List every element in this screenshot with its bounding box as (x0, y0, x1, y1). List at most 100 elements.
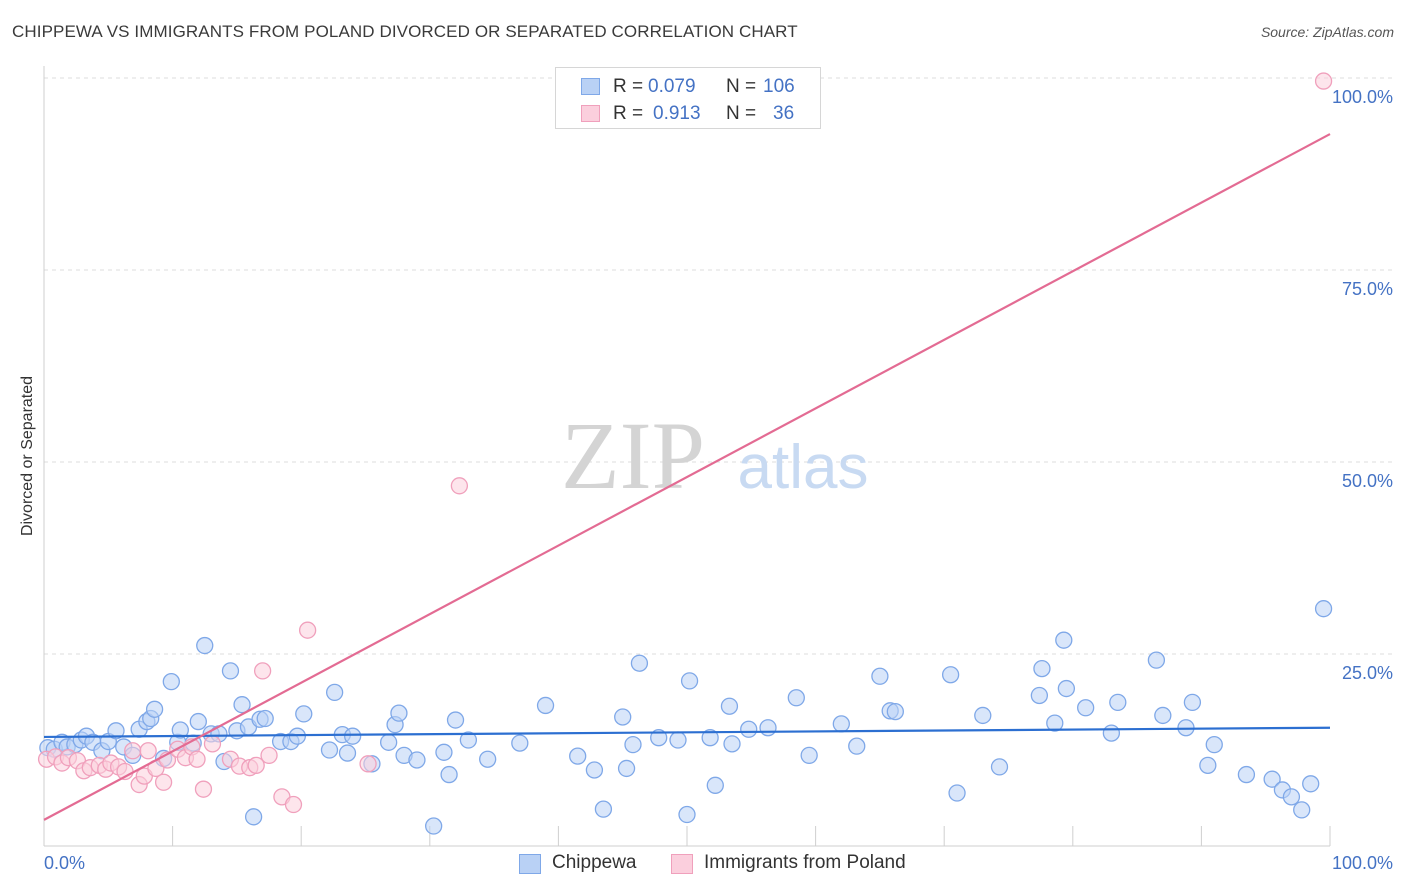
legend-swatch-poland (671, 854, 693, 874)
legend-label-chippewa: Chippewa (552, 852, 637, 873)
point-chippewa (624, 735, 642, 754)
x-tick-label: 0.0% (44, 853, 85, 873)
point-chippewa (440, 765, 458, 784)
point-poland (203, 735, 222, 753)
n-label: N = (726, 103, 757, 124)
point-poland (1314, 72, 1333, 90)
trend-lines (43, 133, 1331, 821)
r-label: R = (613, 103, 644, 124)
trend-line-poland (43, 133, 1331, 821)
point-chippewa (759, 719, 777, 737)
point-chippewa (832, 715, 850, 733)
legend-label-poland: Immigrants from Poland (704, 852, 906, 873)
point-chippewa (511, 734, 529, 752)
y-axis-label: Divorced or Separated (19, 375, 36, 537)
legend-swatch-poland (581, 105, 600, 122)
trend-line-chippewa (43, 726, 1331, 739)
y-tick-label: 50.0% (1342, 471, 1393, 491)
data-points (37, 72, 1333, 835)
point-chippewa (233, 696, 251, 714)
point-chippewa (1109, 693, 1127, 712)
point-chippewa (871, 667, 889, 685)
r-value: 0.079 (648, 76, 696, 97)
point-chippewa (1199, 756, 1217, 775)
point-chippewa (706, 776, 724, 794)
point-chippewa (614, 708, 632, 726)
point-chippewa (990, 758, 1009, 776)
y-tick-label: 75.0% (1342, 279, 1393, 299)
point-chippewa (459, 731, 478, 749)
point-chippewa (425, 817, 443, 835)
n-label: N = (726, 76, 757, 97)
point-chippewa (536, 696, 555, 715)
point-chippewa (680, 672, 699, 690)
y-tick-label: 100.0% (1332, 87, 1393, 107)
point-chippewa (107, 722, 125, 740)
source-label: Source: ZipAtlas.com (1260, 24, 1394, 40)
axes (43, 66, 1331, 847)
point-chippewa (162, 672, 180, 691)
point-chippewa (196, 636, 214, 655)
x-tick-label: 100.0% (1332, 853, 1393, 873)
point-chippewa (379, 733, 398, 751)
point-chippewa (446, 711, 465, 729)
point-poland (284, 795, 303, 814)
point-poland (253, 662, 272, 680)
point-chippewa (723, 735, 741, 753)
tick-labels: 25.0% 50.0% 75.0% 100.0% 0.0% 100.0% (44, 87, 1393, 873)
point-chippewa (669, 731, 687, 749)
point-chippewa (886, 702, 904, 721)
point-chippewa (1055, 631, 1073, 649)
n-value: 106 (763, 76, 795, 97)
point-chippewa (479, 750, 497, 768)
point-chippewa (701, 729, 719, 747)
series-legend: Chippewa Immigrants from Poland (0, 852, 1406, 878)
point-poland (124, 742, 142, 760)
watermark-zip: ZIP (561, 402, 705, 509)
point-chippewa (1314, 600, 1333, 618)
point-chippewa (1154, 706, 1172, 725)
point-poland (188, 750, 206, 768)
y-tick-label: 25.0% (1342, 663, 1393, 683)
point-chippewa (1057, 679, 1076, 698)
point-chippewa (650, 729, 668, 747)
point-chippewa (630, 654, 649, 672)
point-poland (139, 742, 157, 760)
legend-row-chippewa: R = 0.079 N = 106 (556, 74, 820, 100)
point-chippewa (1205, 735, 1223, 754)
grid-lines (44, 77, 1395, 655)
point-chippewa (720, 697, 739, 715)
point-chippewa (1282, 788, 1301, 806)
point-chippewa (256, 709, 274, 728)
point-chippewa (678, 805, 696, 824)
point-chippewa (1077, 699, 1095, 717)
point-chippewa (1293, 801, 1311, 819)
point-chippewa (435, 743, 453, 761)
watermark-atlas: atlas (738, 433, 869, 502)
point-poland (247, 756, 265, 775)
point-chippewa (848, 737, 866, 755)
point-chippewa (585, 761, 604, 779)
point-chippewa (221, 662, 240, 680)
point-chippewa (594, 800, 613, 818)
point-chippewa (1237, 765, 1256, 784)
point-chippewa (343, 727, 362, 745)
point-chippewa (800, 746, 818, 765)
r-value: 0.913 (653, 103, 701, 124)
correlation-legend: R = 0.079 N = 106 R = 0.913 N = 36 (555, 67, 821, 129)
point-chippewa (941, 666, 960, 684)
legend-swatch-chippewa (519, 854, 541, 874)
point-chippewa (1263, 770, 1281, 788)
point-chippewa (171, 721, 189, 739)
point-chippewa (617, 759, 636, 778)
point-poland (194, 780, 213, 798)
r-label: R = (613, 76, 644, 97)
point-chippewa (325, 683, 344, 702)
point-poland (260, 746, 278, 765)
point-poland (298, 621, 317, 639)
point-chippewa (1046, 714, 1064, 732)
point-poland (359, 755, 377, 773)
legend-row-poland: R = 0.913 N = 36 (556, 101, 820, 127)
point-chippewa (320, 741, 339, 759)
